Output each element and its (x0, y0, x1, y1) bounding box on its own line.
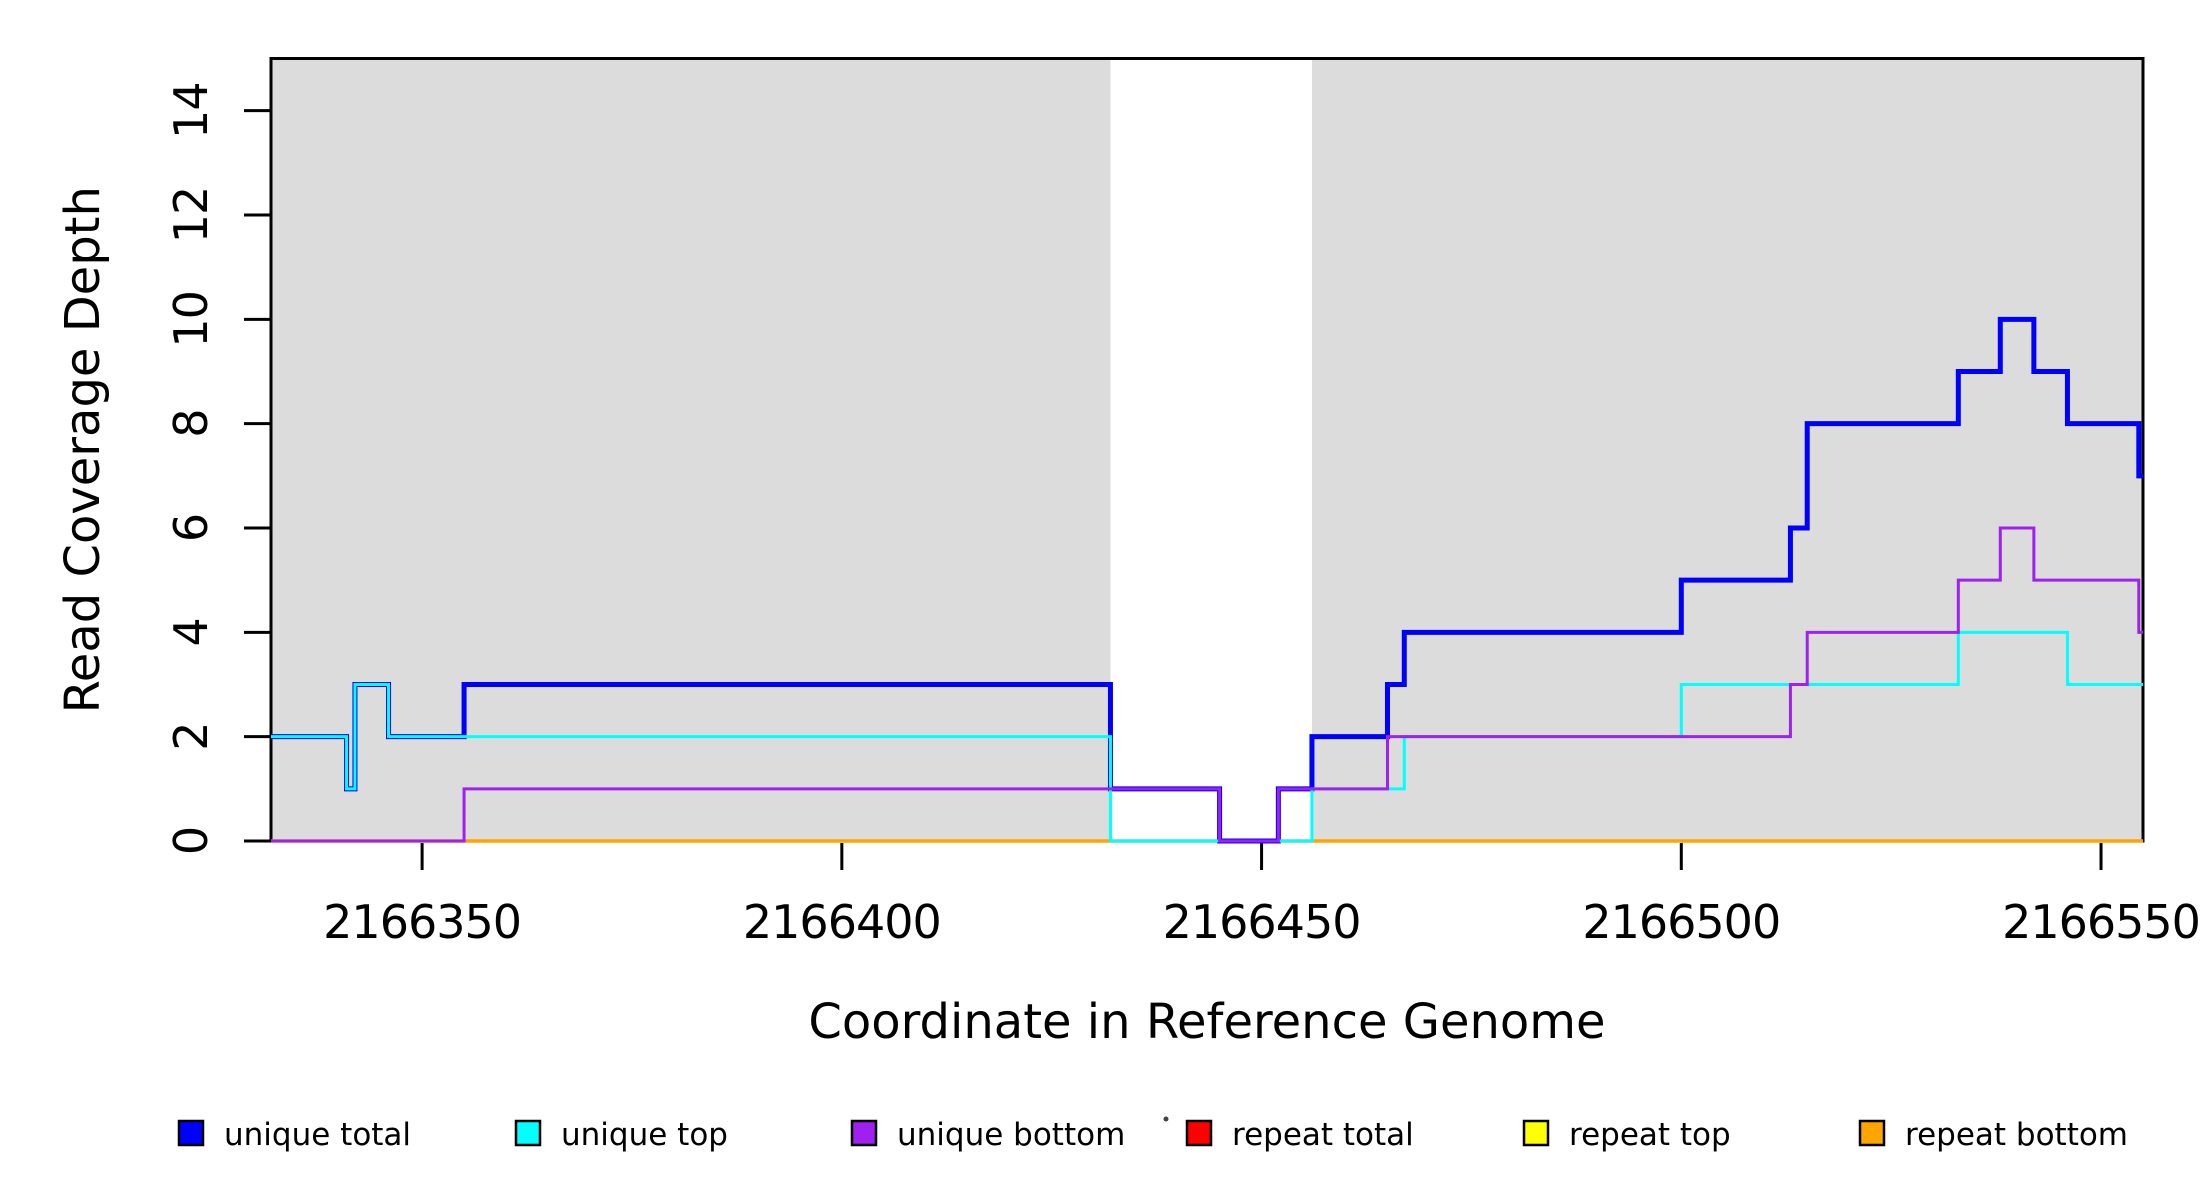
legend-label-unique-top: unique top (561, 1117, 728, 1153)
legend-item-repeat-top: repeat top (1522, 1117, 1731, 1153)
legend-swatch-unique-top (514, 1119, 542, 1147)
x-axis-tick-label: 2166500 (1582, 895, 1780, 949)
y-axis-tick-label: 8 (164, 410, 218, 438)
series-line-unique-bottom (271, 526, 2143, 843)
legend-label-repeat-total: repeat total (1232, 1117, 1414, 1153)
legend-label-repeat-top: repeat top (1569, 1117, 1731, 1153)
legend-swatch-unique-total (177, 1119, 205, 1147)
x-axis-label: Coordinate in Reference Genome (808, 994, 1605, 1050)
legend-swatch-repeat-bottom (1858, 1119, 1886, 1147)
legend-label-unique-total: unique total (224, 1117, 411, 1153)
x-axis-tick-label: 2166550 (2002, 895, 2200, 949)
legend-item-unique-bottom: unique bottom (850, 1117, 1125, 1153)
y-axis-tick-label: 4 (164, 618, 218, 646)
x-axis-tick-label: 2166450 (1163, 895, 1361, 949)
y-axis-tick-label: 10 (164, 291, 218, 348)
legend-item-repeat-bottom: repeat bottom (1858, 1117, 2128, 1153)
legend-item-unique-top: unique top (514, 1117, 728, 1153)
y-axis-tick-label: 2 (164, 723, 218, 751)
stray-dot (1163, 1116, 1169, 1122)
legend-label-unique-bottom: unique bottom (897, 1117, 1125, 1153)
y-axis-tick-label: 0 (164, 827, 218, 855)
series-line-unique-top (271, 630, 2143, 843)
x-axis-tick-label: 2166400 (743, 895, 941, 949)
y-axis-tick-label: 14 (164, 82, 218, 139)
legend-swatch-repeat-top (1522, 1119, 1550, 1147)
legend-swatch-unique-bottom (850, 1119, 878, 1147)
legend-swatch-repeat-total (1185, 1119, 1213, 1147)
y-axis-tick-label: 6 (164, 514, 218, 542)
x-axis-tick-label: 2166350 (323, 895, 521, 949)
legend-item-repeat-total: repeat total (1185, 1117, 1414, 1153)
legend-item-unique-total: unique total (177, 1117, 411, 1153)
shaded-region (271, 58, 1111, 841)
y-axis-label: Read Coverage Depth (55, 186, 111, 713)
y-axis-tick-label: 12 (164, 187, 218, 244)
shaded-region (1311, 58, 2143, 841)
legend-label-repeat-bottom: repeat bottom (1905, 1117, 2128, 1153)
